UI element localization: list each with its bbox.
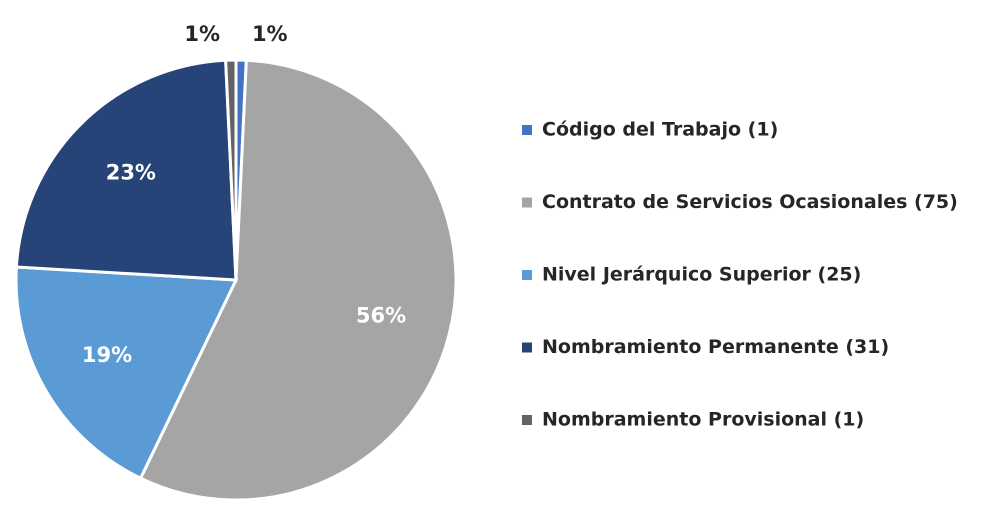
legend-label: Nivel Jerárquico Superior (25) (542, 264, 861, 286)
legend-marker (522, 270, 532, 280)
data-label: 1% (252, 22, 288, 46)
legend-marker (522, 125, 532, 135)
data-label: 23% (106, 161, 156, 185)
legend-label: Código del Trabajo (1) (542, 119, 778, 141)
legend-label: Contrato de Servicios Ocasionales (75) (542, 191, 958, 213)
pie-slice (14, 58, 238, 282)
pie-slice (14, 265, 239, 481)
data-label: 1% (184, 22, 220, 46)
pie-slice (138, 58, 458, 502)
legend-marker (522, 342, 532, 353)
legend-marker (522, 197, 532, 208)
pie-slice (224, 58, 238, 281)
legend-label: Nombramiento Permanente (31) (542, 336, 889, 358)
legend-marker (522, 415, 532, 425)
data-label: 19% (82, 343, 132, 367)
legend-label: Nombramiento Provisional (1) (542, 409, 864, 431)
data-label: 56% (356, 304, 406, 328)
